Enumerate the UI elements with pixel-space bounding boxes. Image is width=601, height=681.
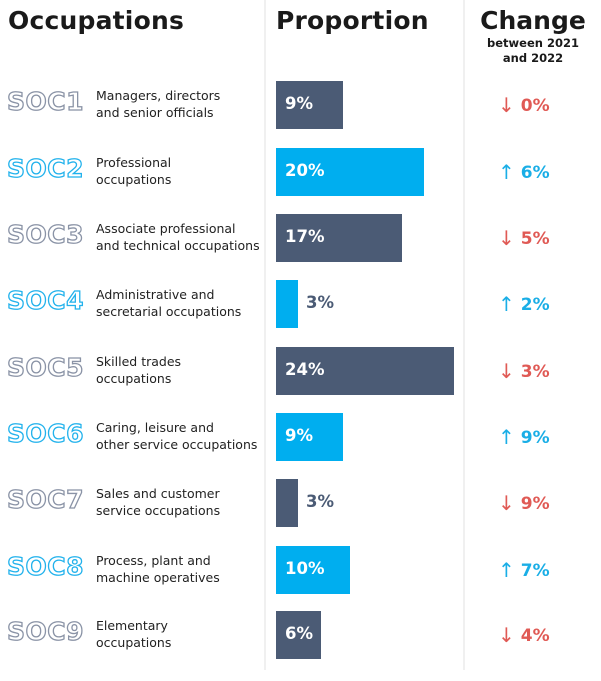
description-line-1: Skilled trades xyxy=(96,354,182,369)
table-row: SOC2 Professional occupations 20% ↑ 6% xyxy=(0,148,601,196)
table-row: SOC8 Process, plant and machine operatives… xyxy=(0,546,601,594)
table-row: SOC3 Associate professional and technical … xyxy=(0,214,601,262)
table-row: SOC1 Managers, directors and senior offici… xyxy=(0,81,601,129)
occupation-description: Caring, leisure and other service occupat… xyxy=(96,419,257,453)
change-value: ↓ 0% xyxy=(498,92,550,117)
proportion-value: 6% xyxy=(285,624,314,643)
proportion-value: 17% xyxy=(285,227,325,246)
arrow-up-icon: ↑ xyxy=(498,558,515,582)
description-line-2: machine operatives xyxy=(96,570,220,585)
description-line-2: and senior officials xyxy=(96,105,214,120)
description-line-1: Administrative and xyxy=(96,287,215,302)
change-header: Change between 2021 and 2022 xyxy=(466,6,600,65)
occupation-description: Associate professional and technical occu… xyxy=(96,220,260,254)
change-percent: 9% xyxy=(520,494,550,514)
description-line-2: service occupations xyxy=(96,503,221,518)
proportion-value: 9% xyxy=(285,426,314,445)
proportion-value: 3% xyxy=(306,293,335,312)
proportion-bar xyxy=(276,280,298,328)
arrow-down-icon: ↓ xyxy=(498,359,515,383)
arrow-up-icon: ↑ xyxy=(498,160,515,184)
soc-code: SOC3 xyxy=(6,219,84,249)
change-value: ↑ 2% xyxy=(498,291,550,316)
soc-code: SOC1 xyxy=(6,86,84,116)
change-percent: 2% xyxy=(520,295,550,315)
description-line-1: Sales and customer xyxy=(96,486,220,501)
change-header-subtitle-1: between 2021 xyxy=(487,36,579,50)
change-header-title: Change xyxy=(480,6,586,35)
table-row: SOC7 Sales and customer service occupation… xyxy=(0,479,601,527)
description-line-1: Professional xyxy=(96,155,172,170)
change-percent: 6% xyxy=(520,163,550,183)
proportion-bar xyxy=(276,214,402,262)
change-percent: 0% xyxy=(520,96,550,116)
soc-code: SOC7 xyxy=(6,484,84,514)
description-line-2: occupations xyxy=(96,371,172,386)
proportion-header: Proportion xyxy=(276,6,429,35)
occupation-description: Managers, directors and senior officials xyxy=(96,87,220,121)
change-percent: 9% xyxy=(520,428,550,448)
change-value: ↓ 5% xyxy=(498,225,550,250)
change-value: ↓ 9% xyxy=(498,490,550,515)
table-row: SOC5 Skilled trades occupations 24% ↓ 3% xyxy=(0,347,601,395)
occupation-description: Process, plant and machine operatives xyxy=(96,552,220,586)
arrow-down-icon: ↓ xyxy=(498,93,515,117)
table-row: SOC6 Caring, leisure and other service occ… xyxy=(0,413,601,461)
description-line-1: Elementary xyxy=(96,618,168,633)
change-percent: 4% xyxy=(520,626,550,646)
proportion-value: 20% xyxy=(285,161,325,180)
proportion-value: 24% xyxy=(285,360,325,379)
soc-code: SOC2 xyxy=(6,153,84,183)
description-line-2: secretarial occupations xyxy=(96,304,242,319)
table-row: SOC4 Administrative and secretarial occupa… xyxy=(0,280,601,328)
change-header-subtitle-2: and 2022 xyxy=(502,51,564,65)
arrow-down-icon: ↓ xyxy=(498,491,515,515)
proportion-value: 3% xyxy=(306,492,335,511)
proportion-bar xyxy=(276,479,298,527)
proportion-value: 9% xyxy=(285,94,314,113)
arrow-down-icon: ↓ xyxy=(498,623,515,647)
proportion-bar xyxy=(276,611,321,659)
proportion-bar xyxy=(276,546,350,594)
occupations-header: Occupations xyxy=(8,6,185,35)
occupation-description: Administrative and secretarial occupation… xyxy=(96,286,241,320)
change-value: ↑ 7% xyxy=(498,557,550,582)
description-line-1: Caring, leisure and xyxy=(96,420,214,435)
change-value: ↑ 6% xyxy=(498,159,550,184)
description-line-2: occupations xyxy=(96,172,172,187)
column-separator xyxy=(264,0,266,670)
description-line-1: Associate professional xyxy=(96,221,236,236)
description-line-1: Managers, directors xyxy=(96,88,221,103)
change-percent: 3% xyxy=(520,362,550,382)
proportion-bar xyxy=(276,81,343,129)
occupation-description: Professional occupations xyxy=(96,154,171,188)
description-line-2: occupations xyxy=(96,635,172,650)
arrow-down-icon: ↓ xyxy=(498,226,515,250)
occupation-description: Elementary occupations xyxy=(96,617,171,651)
occupation-description: Sales and customer service occupations xyxy=(96,485,220,519)
proportion-bar xyxy=(276,413,343,461)
arrow-up-icon: ↑ xyxy=(498,425,515,449)
change-value: ↓ 3% xyxy=(498,358,550,383)
change-percent: 5% xyxy=(520,229,550,249)
occupation-description: Skilled trades occupations xyxy=(96,353,181,387)
column-separator xyxy=(463,0,465,670)
soc-code: SOC8 xyxy=(6,551,84,581)
table-row: SOC9 Elementary occupations 6% ↓ 4% xyxy=(0,611,601,659)
soc-code: SOC6 xyxy=(6,418,84,448)
description-line-2: and technical occupations xyxy=(96,238,260,253)
soc-code: SOC4 xyxy=(6,285,84,315)
proportion-bar xyxy=(276,347,454,395)
description-line-2: other service occupations xyxy=(96,437,258,452)
proportion-value: 10% xyxy=(285,559,325,578)
soc-code: SOC9 xyxy=(6,616,84,646)
proportion-bar xyxy=(276,148,424,196)
soc-code: SOC5 xyxy=(6,352,84,382)
change-value: ↑ 9% xyxy=(498,424,550,449)
change-value: ↓ 4% xyxy=(498,622,550,647)
arrow-up-icon: ↑ xyxy=(498,292,515,316)
change-percent: 7% xyxy=(520,561,550,581)
description-line-1: Process, plant and xyxy=(96,553,211,568)
